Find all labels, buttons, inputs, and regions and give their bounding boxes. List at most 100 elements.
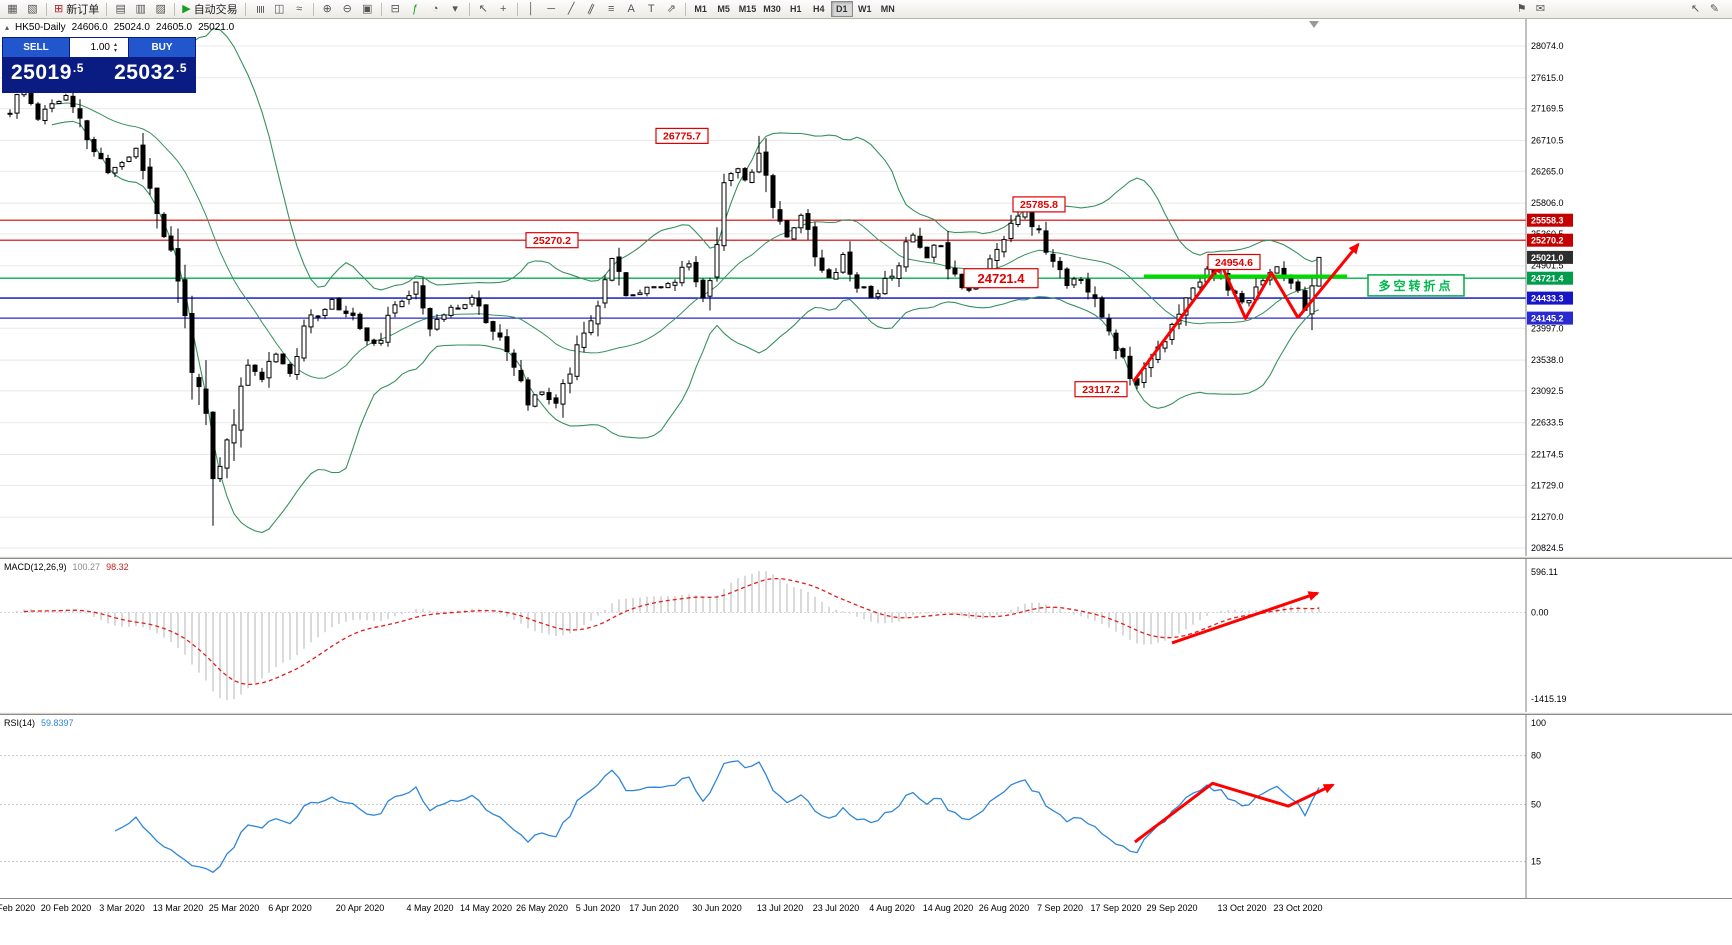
price-callout[interactable]	[525, 232, 579, 249]
pencil-button[interactable]: ✎	[1705, 1, 1724, 18]
turning-point-box[interactable]	[1367, 274, 1465, 297]
price-callout[interactable]	[1012, 196, 1066, 213]
candle-body	[371, 339, 377, 344]
timeframe-m1-button[interactable]: M1	[694, 4, 707, 14]
candle-body	[518, 370, 524, 382]
data-window-button[interactable]: ▥	[131, 1, 150, 18]
templates-icon: ▾	[452, 2, 458, 15]
autotrading-button[interactable]: ▶ 自动交易	[179, 1, 240, 18]
tile-windows-button[interactable]: ▣	[358, 1, 377, 18]
chart-bars-icon: ≣	[253, 4, 266, 14]
horizontal-line-button[interactable]: ─	[542, 1, 561, 18]
trend-arrow[interactable]	[1133, 781, 1335, 844]
timeframe-m5-button[interactable]: M5	[717, 4, 730, 14]
chart-candles-button[interactable]: ◫	[270, 1, 289, 18]
zoom-out-button[interactable]: ⊖	[338, 1, 357, 18]
low-value: 24605.0	[155, 22, 193, 33]
candle-body	[455, 307, 461, 310]
candle-body	[546, 392, 552, 401]
one-click-collapse-icon[interactable]: ▴	[5, 23, 10, 32]
date-label: 26 Aug 2020	[978, 903, 1030, 913]
alerts-icon: ⚑	[1516, 3, 1527, 15]
price-badge	[1527, 213, 1573, 227]
price-callout[interactable]	[1207, 253, 1261, 271]
trend-arrow[interactable]	[1132, 262, 1223, 383]
price-chart-canvas[interactable]: 28074.0 27615.0 27169.5 26710.5 26265.0 25806…	[0, 19, 1732, 556]
timeframe-d1-button[interactable]: D1	[830, 1, 853, 17]
toolbar-separator	[244, 2, 246, 16]
candle-body	[91, 139, 97, 153]
new-chart-button[interactable]: ▦	[3, 1, 22, 18]
volume-input[interactable]	[70, 42, 112, 53]
volume-stepper[interactable]: ▴ ▾	[70, 38, 128, 57]
toolbar-right-group: ⚑ ✉	[1512, 1, 1550, 18]
timeframe-h4-button[interactable]: H4	[812, 4, 825, 14]
rsi-panel-canvas[interactable]: 100 80 50 15	[0, 715, 1732, 898]
timeframe-w1-button[interactable]: W1	[857, 4, 872, 14]
text-label-button[interactable]: T	[642, 1, 661, 18]
sell-button[interactable]: SELL	[3, 38, 69, 57]
trend-arrow[interactable]	[1296, 242, 1360, 319]
timeframe-mn-button[interactable]: MN	[880, 4, 895, 14]
arrows-tool-button[interactable]: ⇗	[662, 1, 681, 18]
trend-arrow[interactable]	[1219, 263, 1300, 320]
market-watch-button[interactable]: ▤	[111, 1, 130, 18]
chart-line-button[interactable]: ≈	[290, 1, 309, 18]
auto-arrange-button[interactable]: ⊟	[386, 1, 405, 18]
time-axis[interactable]: 10 Feb 2020 20 Feb 2020 3 Mar 2020 13 Mar 2…	[0, 898, 1732, 918]
candle-body	[329, 298, 335, 310]
buy-price-main: 25032	[114, 61, 175, 84]
candle-body	[644, 286, 650, 295]
candle-body	[364, 327, 370, 342]
shift-marker-icon[interactable]	[1309, 21, 1319, 28]
navigator-button[interactable]: ▨	[151, 1, 170, 18]
equidistant-channel-button[interactable]: ∥	[582, 1, 601, 18]
sell-price[interactable]: 25019.5	[11, 61, 84, 85]
buy-button[interactable]: BUY	[129, 38, 195, 57]
price-callout[interactable]	[655, 127, 709, 145]
price-callout[interactable]	[963, 268, 1039, 289]
chart-bars-button[interactable]: ≣	[250, 1, 269, 18]
crosshair-button[interactable]: +	[494, 1, 513, 18]
fibonacci-button[interactable]: ≡	[602, 1, 621, 18]
price-badge	[1527, 271, 1573, 285]
macd-main-value: 100.27	[72, 562, 101, 572]
candle-body	[7, 112, 13, 115]
text-button[interactable]: A	[622, 1, 641, 18]
rsi-background	[0, 715, 1732, 898]
price-callout-text: 24954.6	[1215, 257, 1253, 269]
price-callout-text: 24721.4	[978, 271, 1026, 286]
mailbox-icon: ✉	[1535, 3, 1546, 15]
volume-down-icon[interactable]: ▾	[114, 47, 118, 54]
price-callout[interactable]	[1074, 381, 1128, 398]
indicators-add-button[interactable]: ƒ	[406, 1, 425, 18]
candle-body	[476, 297, 482, 307]
pointer-button[interactable]: ↖	[1686, 1, 1705, 18]
date-label: 30 Jun 2020	[692, 903, 742, 913]
vertical-line-button[interactable]: │	[522, 1, 541, 18]
panel-splitter[interactable]	[0, 556, 1732, 559]
candle-body	[763, 151, 769, 176]
candle-body	[1001, 239, 1007, 253]
cursor-button[interactable]: ↖	[474, 1, 493, 18]
alerts-button[interactable]: ⚑	[1512, 1, 1531, 18]
timeframe-h1-button[interactable]: H1	[789, 4, 802, 14]
volume-up-icon[interactable]: ▴	[114, 41, 118, 48]
periods-button[interactable]: ◔	[426, 1, 445, 18]
trend-arrow[interactable]	[1171, 591, 1320, 645]
zoom-in-button[interactable]: ⊕	[318, 1, 337, 18]
timeframe-m30-button[interactable]: M30	[763, 4, 781, 14]
candle-body	[728, 173, 734, 182]
profiles-button[interactable]: ▧	[23, 1, 42, 18]
new-order-button[interactable]: ⊞ 新订单	[51, 1, 102, 18]
panel-splitter[interactable]	[0, 712, 1732, 715]
macd-panel-canvas[interactable]: 596.11 0.00 -1415.19	[0, 559, 1732, 712]
templates-button[interactable]: ▾	[446, 1, 465, 18]
candle-body	[1106, 318, 1112, 332]
toolbar-separator	[106, 2, 108, 16]
trendline-button[interactable]: ╱	[562, 1, 581, 18]
timeframe-m15-button[interactable]: M15	[738, 4, 757, 14]
buy-price[interactable]: 25032.5	[114, 61, 187, 85]
date-label: 4 May 2020	[406, 903, 454, 913]
mailbox-button[interactable]: ✉	[1531, 1, 1550, 18]
